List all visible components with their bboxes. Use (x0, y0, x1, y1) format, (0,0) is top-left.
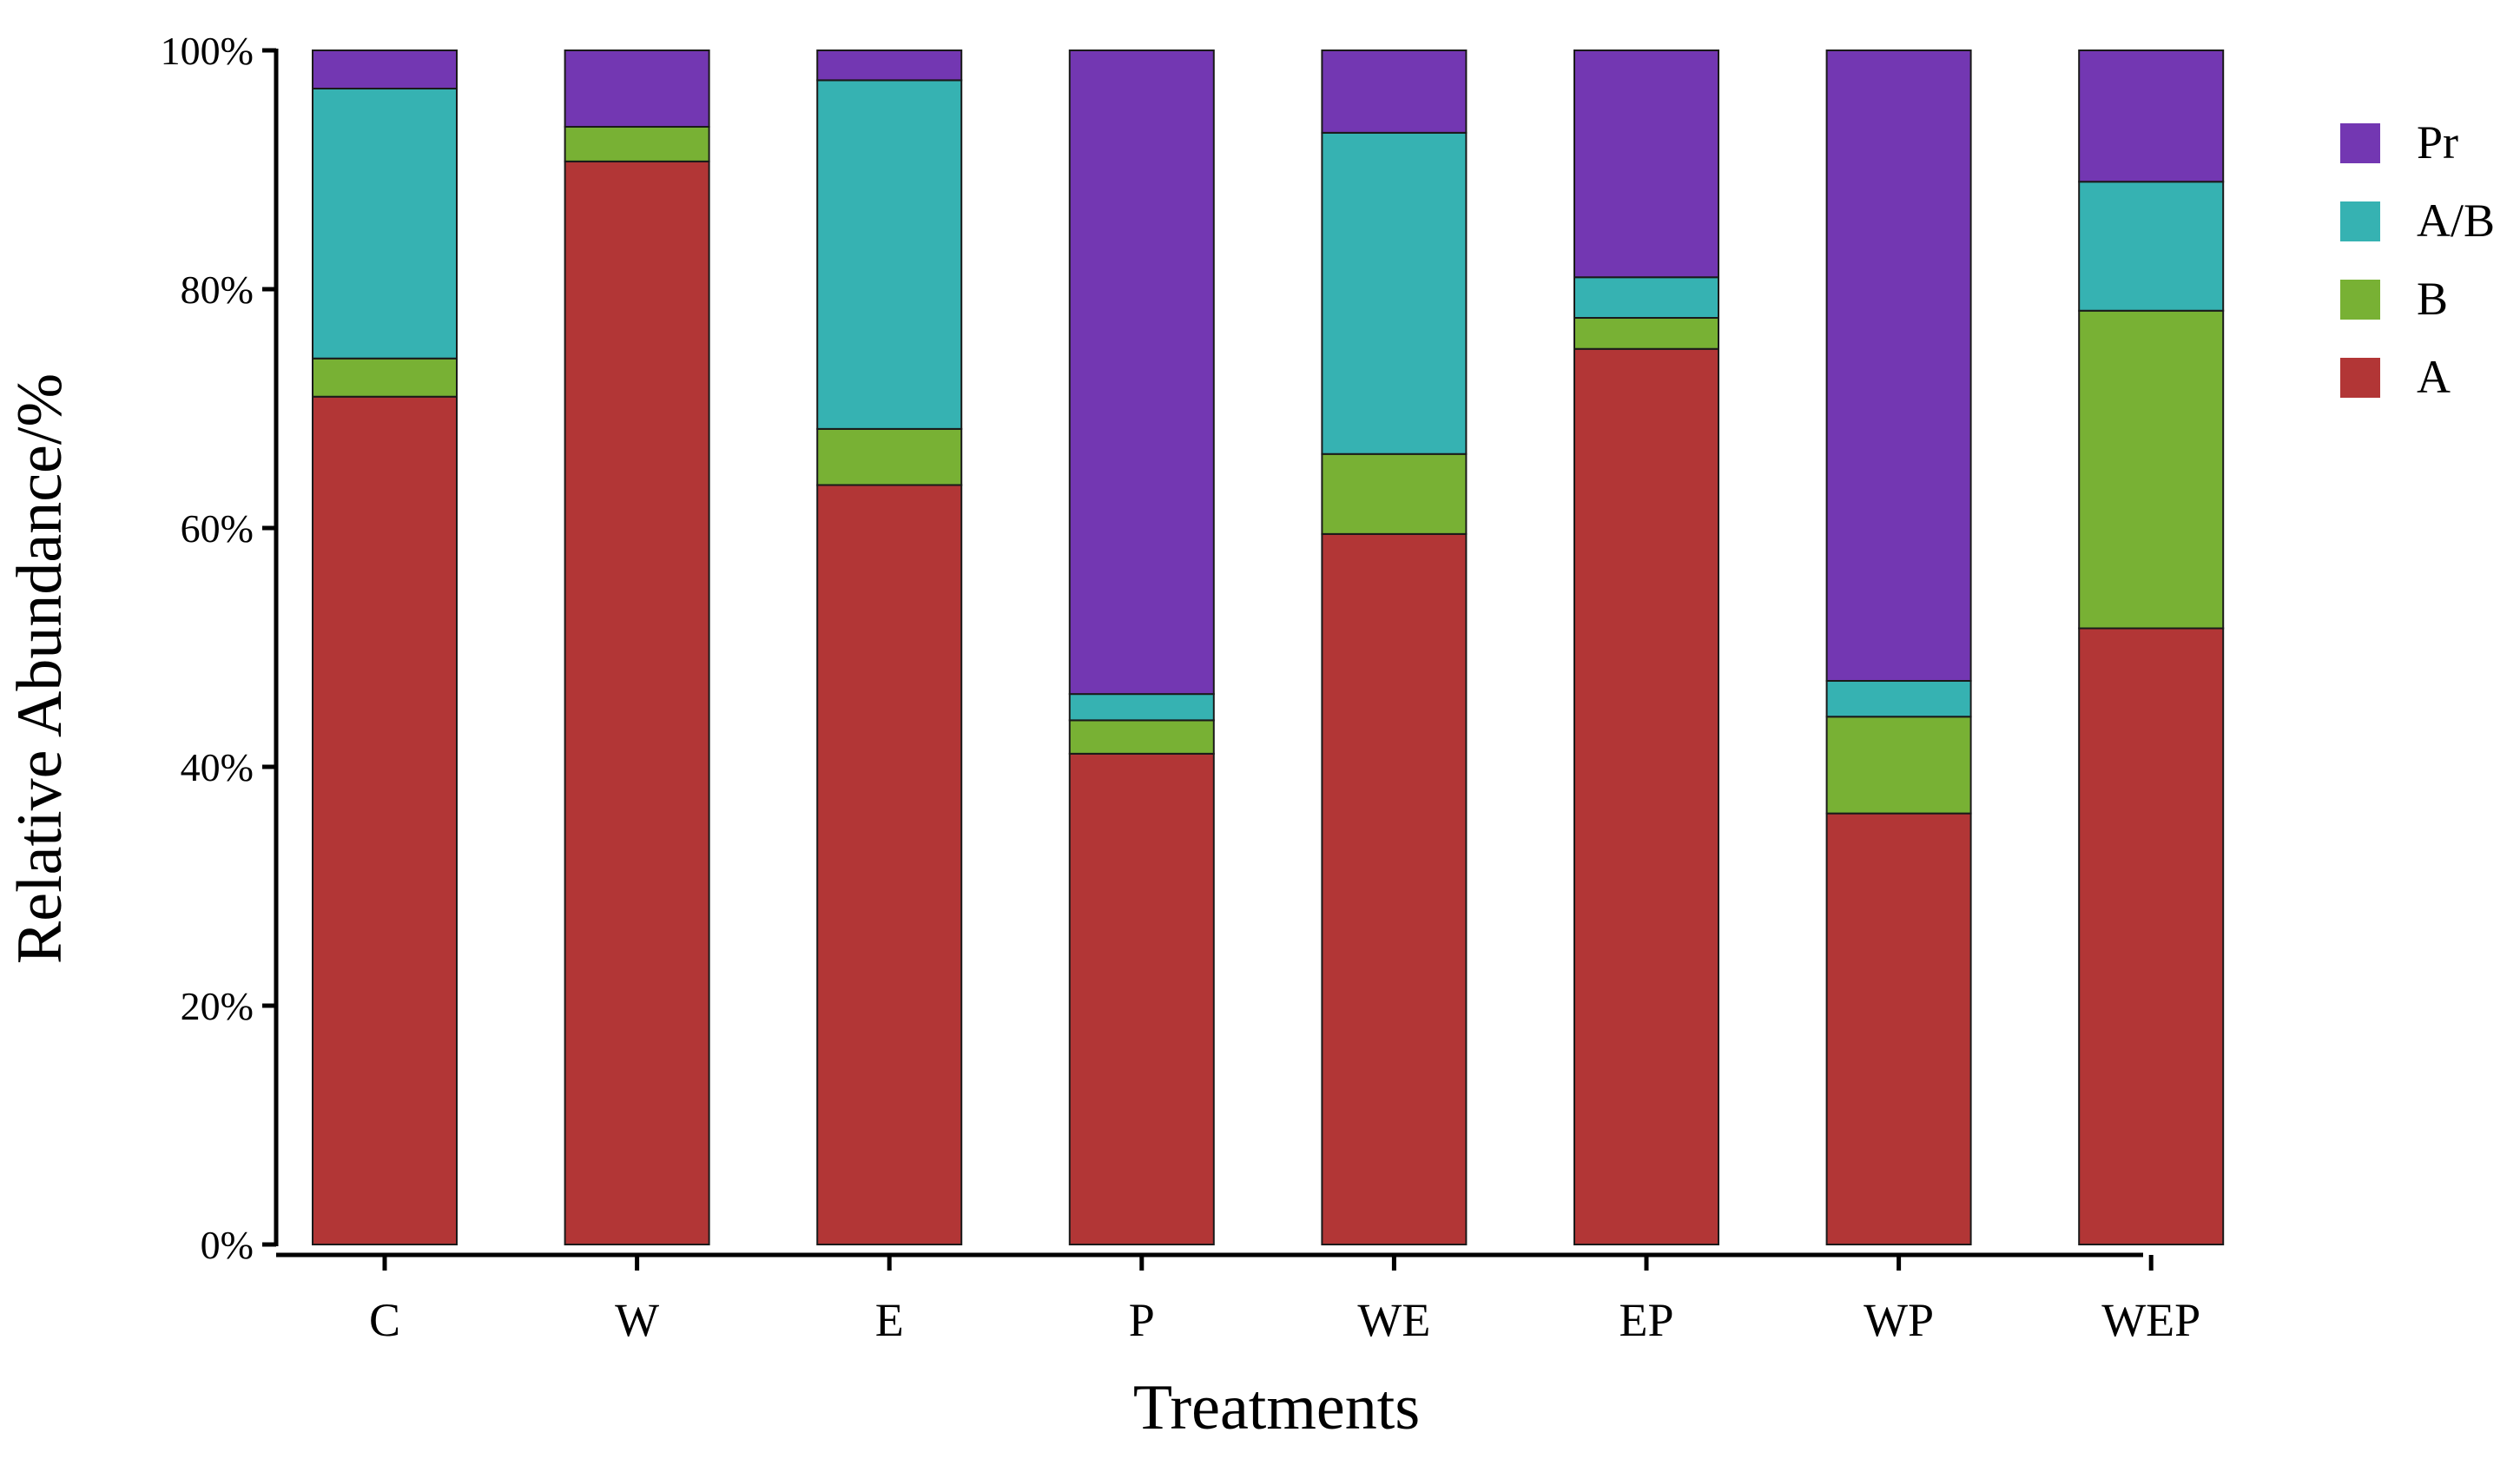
bar-segment-we-pr (1321, 50, 1468, 134)
y-tick-label: 60% (181, 506, 254, 551)
bar-segment-w-pr (564, 50, 710, 128)
bar-segment-p-a-b (1068, 693, 1215, 722)
x-tick-label-p: P (1129, 1294, 1155, 1346)
bar-segment-p-b (1068, 719, 1215, 755)
bar-segment-ep-pr (1573, 50, 1719, 279)
x-tick-label-ep: EP (1619, 1294, 1673, 1346)
legend-label: A (2417, 351, 2451, 403)
bar-segment-ep-a (1573, 347, 1719, 1245)
bar-segment-wep-a (2078, 627, 2225, 1245)
bar-segment-c-a-b (312, 88, 458, 360)
bar-segment-w-a (564, 160, 710, 1246)
legend-swatch (2340, 280, 2380, 320)
legend-label: A/B (2417, 195, 2495, 247)
bar-segment-e-pr (816, 50, 963, 82)
legend-swatch (2340, 123, 2380, 163)
x-tick-label-wep: WEP (2101, 1294, 2200, 1346)
legend-label: B (2417, 273, 2448, 325)
bar-segment-c-pr (312, 50, 458, 89)
x-axis-title: Treatments (1133, 1372, 1420, 1443)
bar-segment-wp-b (1825, 716, 1972, 815)
legend-label: Pr (2417, 116, 2458, 168)
legend-swatch (2340, 201, 2380, 241)
y-axis: 0% 20% 40% 60% 80% 100% (161, 29, 279, 1267)
bar-segment-wp-a (1825, 812, 1972, 1246)
legend-item-b: B (2340, 273, 2448, 325)
bar-segment-wp-pr (1825, 50, 1972, 682)
x-tick-label-wp: WP (1864, 1294, 1934, 1346)
y-tick-label: 0% (201, 1223, 254, 1267)
bar-segment-e-b (816, 427, 963, 486)
bar-segment-ep-b (1573, 317, 1719, 350)
bar-segment-we-a (1321, 532, 1468, 1246)
bar-segment-wep-b (2078, 309, 2225, 630)
y-tick-label: 80% (181, 267, 254, 312)
bar-segment-c-b (312, 357, 458, 398)
y-axis-title: Relative Abundance/% (4, 373, 76, 964)
bar-segment-p-pr (1068, 50, 1215, 696)
bar-segment-c-a (312, 395, 458, 1245)
bar-segment-w-b (564, 126, 710, 162)
bar-segment-wep-a-b (2078, 181, 2225, 312)
x-tick-label-c: C (369, 1294, 400, 1346)
y-tick-label: 20% (181, 984, 254, 1028)
bar-segment-wp-a-b (1825, 680, 1972, 718)
bar-segment-we-a-b (1321, 131, 1468, 455)
plot-area (312, 50, 2225, 1246)
bar-segment-ep-a-b (1573, 276, 1719, 319)
x-tick-label-we: WE (1357, 1294, 1430, 1346)
bar-segment-we-b (1321, 452, 1468, 535)
y-tick-label: 40% (181, 745, 254, 789)
legend-item-pr: Pr (2340, 116, 2458, 168)
x-tick-label-w: W (615, 1294, 659, 1346)
bar-segment-wep-pr (2078, 50, 2225, 183)
y-tick-label: 100% (161, 29, 254, 73)
legend-item-a-b: A/B (2340, 195, 2495, 247)
x-axis: C W E P WE EP WP WEP (276, 1252, 2200, 1346)
legend-item-a: A (2340, 351, 2451, 403)
x-tick-label-e: E (875, 1294, 904, 1346)
legend: Pr A/B BA (2340, 116, 2495, 403)
bar-segment-e-a (816, 484, 963, 1245)
bar-segment-p-a (1068, 752, 1215, 1246)
bar-segment-e-a-b (816, 79, 963, 430)
legend-swatch (2340, 358, 2380, 398)
